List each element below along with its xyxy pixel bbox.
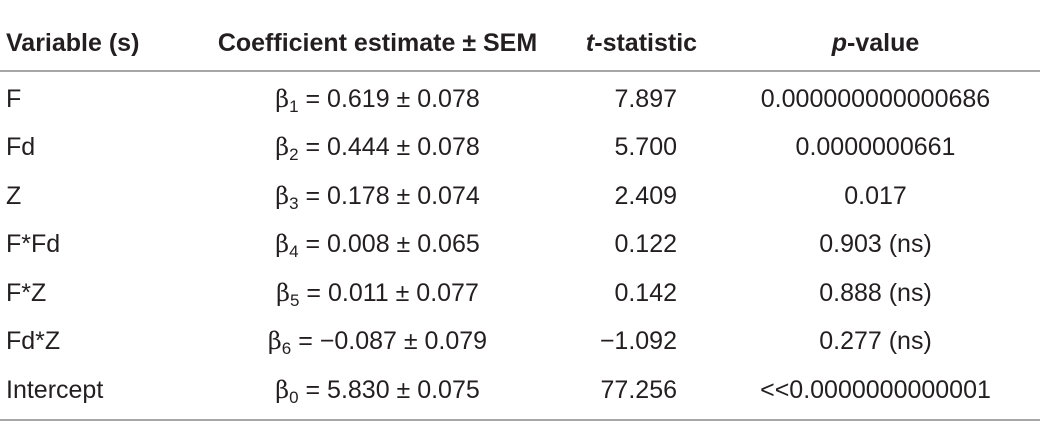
- cell-t-statistic: −1.092: [599, 327, 677, 356]
- beta-symbol: β: [275, 230, 290, 259]
- cell-variable: F*Z: [6, 278, 47, 307]
- cell-t-statistic: 0.142: [614, 278, 677, 307]
- cell-coefficient: β4 = 0.008 ± 0.065: [183, 221, 572, 270]
- header-p-italic: p: [831, 28, 847, 57]
- beta-subscript: 2: [289, 145, 299, 165]
- beta-symbol: β: [275, 181, 290, 210]
- beta-symbol: β: [276, 278, 291, 307]
- beta-subscript: 5: [290, 290, 300, 310]
- cell-p-value: 0.0000000661: [795, 133, 956, 162]
- table-row: F*Fd β4 = 0.008 ± 0.065 0.122 0.903 (ns): [0, 221, 1040, 270]
- header-coefficient: Coefficient estimate ± SEM: [183, 16, 572, 72]
- cell-coefficient: β5 = 0.011 ± 0.077: [183, 269, 572, 318]
- cell-variable: Z: [6, 181, 22, 210]
- cell-t-statistic: 0.122: [614, 230, 677, 259]
- cell-t-statistic: 5.700: [614, 133, 677, 162]
- table-row: F β1 = 0.619 ± 0.078 7.897 0.00000000000…: [0, 71, 1040, 124]
- cell-p-value: <<0.0000000000001: [711, 366, 1040, 421]
- cell-variable: Intercept: [0, 366, 183, 421]
- header-t-italic: t: [585, 28, 595, 57]
- header-p-rest: -value: [847, 28, 920, 57]
- header-variable: Variable (s): [0, 16, 183, 72]
- coefficient-value: = 0.444 ± 0.078: [298, 133, 480, 162]
- beta-symbol: β: [275, 375, 290, 404]
- cell-p-value: 0.000000000000686: [760, 84, 991, 113]
- cell-t-statistic: 77.256: [572, 366, 711, 421]
- coefficient-value: = 5.830 ± 0.075: [298, 375, 480, 404]
- coefficient-value: = 0.011 ± 0.077: [299, 278, 479, 307]
- cell-p-value: 0.017: [844, 181, 907, 210]
- table-row: Intercept β0 = 5.830 ± 0.075 77.256 <<0.…: [0, 366, 1040, 421]
- table-row: F*Z β5 = 0.011 ± 0.077 0.142 0.888 (ns): [0, 269, 1040, 318]
- coefficient-value: = 0.178 ± 0.074: [298, 181, 480, 210]
- table-row: Fd β2 = 0.444 ± 0.078 5.700 0.0000000661: [0, 124, 1040, 173]
- beta-symbol: β: [275, 84, 290, 113]
- beta-subscript: 3: [289, 193, 299, 213]
- cell-variable: F: [6, 84, 22, 113]
- table-row: Fd*Z β6 = −0.087 ± 0.079 −1.092 0.277 (n…: [0, 318, 1040, 367]
- header-p-value: p-value: [711, 16, 1040, 72]
- cell-variable: Fd*Z: [6, 327, 61, 356]
- cell-coefficient: β0 = 5.830 ± 0.075: [183, 366, 572, 421]
- beta-subscript: 0: [289, 387, 299, 407]
- header-t-statistic: t-statistic: [572, 16, 711, 72]
- beta-subscript: 6: [281, 339, 292, 359]
- cell-p-value: 0.277 (ns): [819, 327, 932, 356]
- cell-p-value: 0.888 (ns): [819, 278, 932, 307]
- cell-coefficient: β6 = −0.087 ± 0.079: [183, 318, 572, 367]
- cell-coefficient: β3 = 0.178 ± 0.074: [183, 172, 572, 221]
- cell-coefficient: β2 = 0.444 ± 0.078: [183, 124, 572, 173]
- beta-symbol: β: [267, 327, 282, 356]
- table-row: Z β3 = 0.178 ± 0.074 2.409 0.017: [0, 172, 1040, 221]
- cell-p-value: 0.903 (ns): [819, 230, 932, 259]
- regression-table: Variable (s) Coefficient estimate ± SEM …: [0, 16, 1040, 421]
- table-body: F β1 = 0.619 ± 0.078 7.897 0.00000000000…: [0, 71, 1040, 421]
- header-row: Variable (s) Coefficient estimate ± SEM …: [0, 16, 1040, 72]
- coefficient-value: = 0.619 ± 0.078: [298, 84, 480, 113]
- coefficient-value: = −0.087 ± 0.079: [291, 327, 488, 356]
- cell-variable: Fd: [6, 133, 36, 162]
- cell-coefficient: β1 = 0.619 ± 0.078: [183, 71, 572, 124]
- cell-t-statistic: 7.897: [614, 84, 677, 113]
- cell-variable: F*Fd: [6, 230, 61, 259]
- beta-subscript: 1: [289, 96, 299, 116]
- table-header: Variable (s) Coefficient estimate ± SEM …: [0, 16, 1040, 72]
- cell-t-statistic: 2.409: [614, 181, 677, 210]
- beta-subscript: 4: [289, 242, 299, 262]
- header-t-rest: -statistic: [594, 28, 698, 57]
- beta-symbol: β: [275, 133, 290, 162]
- coefficient-value: = 0.008 ± 0.065: [298, 230, 480, 259]
